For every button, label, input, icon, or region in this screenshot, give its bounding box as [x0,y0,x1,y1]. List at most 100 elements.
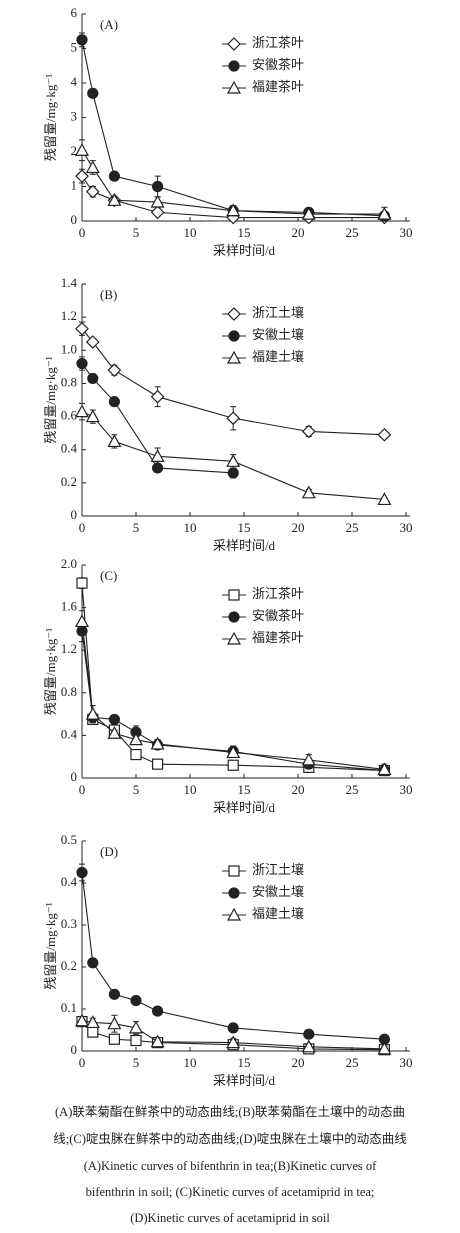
y-tick-label: 0.8 [61,374,77,389]
y-tick-label: 4 [71,74,78,89]
x-tick-label: 10 [184,782,197,797]
legend-label: 福建茶叶 [252,630,304,645]
caption-line: (D)Kinetic curves of acetamiprid in soil [130,1211,330,1225]
legend-marker [228,611,240,623]
y-tick-label: 6 [71,5,78,20]
data-point [76,357,88,370]
data-point [107,434,122,448]
x-tick-label: 25 [346,782,359,797]
panel-label: (A) [100,17,118,32]
data-point [150,1034,165,1048]
y-tick-label: 0.4 [61,726,78,741]
data-point [226,203,241,217]
legend-marker [226,631,242,645]
data-point [377,1041,392,1055]
data-point [85,160,100,174]
data-point [108,170,121,182]
x-axis-label: 采样时间/d [213,1073,276,1088]
data-point [108,988,121,1000]
data-point [377,206,392,220]
x-tick-label: 25 [346,225,359,240]
x-tick-label: 0 [79,520,86,535]
x-tick-label: 10 [184,1055,197,1070]
y-axis-label: 残留量/mg·kg⁻¹ [43,628,58,715]
y-tick-label: 0.4 [61,874,78,889]
x-tick-label: 15 [238,782,251,797]
x-tick-label: 0 [79,1055,86,1070]
data-point [130,1034,142,1047]
y-axis-label: 残留量/mg·kg⁻¹ [43,74,58,161]
legend-marker [227,307,241,321]
data-point [85,335,100,349]
x-tick-label: 30 [400,520,413,535]
y-tick-label: 0.8 [61,684,77,699]
legend-label: 安徽土壤 [252,884,304,899]
y-tick-label: 2.0 [61,556,77,571]
data-point [227,759,239,771]
x-tick-label: 5 [133,520,140,535]
data-point [377,492,392,506]
y-tick-label: 0 [71,1042,78,1057]
data-point [377,762,392,776]
x-tick-label: 5 [133,225,140,240]
data-point [128,732,144,746]
y-tick-label: 1.2 [61,308,77,323]
x-tick-label: 30 [400,1055,413,1070]
legend-marker [227,37,241,51]
data-point [74,1013,90,1027]
series-line [81,583,385,772]
x-tick-label: 25 [346,1055,359,1070]
data-point [74,614,90,628]
data-point [74,143,90,156]
data-point [108,396,121,408]
legend-label: 安徽茶叶 [252,608,304,623]
panel-label: (D) [100,844,118,859]
legend-marker [226,907,242,921]
y-axis-label: 残留量/mg·kg⁻¹ [43,356,58,443]
y-tick-label: 0.5 [61,832,77,847]
data-point [107,193,122,206]
y-tick-label: 0.2 [61,474,77,489]
x-tick-label: 10 [184,520,197,535]
data-point [87,957,99,969]
x-tick-label: 5 [133,782,140,797]
y-tick-label: 0.3 [61,916,77,931]
data-point [85,706,100,720]
data-point [87,372,99,385]
caption-line: (A)联苯菊酯在鲜茶中的动态曲线;(B)联苯菊酯在土壤中的动态曲 [55,1104,405,1119]
legend-label: 福建土壤 [252,906,304,921]
data-point [75,321,89,336]
data-point [301,1039,316,1053]
data-point [107,726,122,739]
data-point [130,994,142,1007]
data-point [301,424,316,439]
x-tick-label: 30 [400,225,413,240]
data-point [128,1020,144,1034]
data-point [85,1015,100,1029]
x-tick-label: 15 [238,225,251,240]
legend-marker [228,330,240,342]
data-point [152,758,164,770]
panel-label: (B) [100,287,117,302]
y-tick-label: 0.1 [61,1000,77,1015]
data-point [150,205,165,220]
y-tick-label: 0.2 [61,958,77,973]
data-point [301,485,316,499]
x-axis-label: 采样时间/d [213,538,276,553]
data-point [303,1028,315,1040]
y-tick-label: 5 [71,39,78,54]
x-tick-label: 20 [292,1055,305,1070]
data-point [74,404,90,418]
caption-line: (A)Kinetic curves of bifenthrin in tea;(… [84,1159,377,1173]
panel-label: (C) [100,568,117,583]
x-tick-label: 0 [79,782,86,797]
legend-label: 浙江茶叶 [252,586,304,601]
x-tick-label: 20 [292,520,305,535]
series-line [81,872,385,1040]
legend-marker [228,60,240,72]
legend-label: 安徽茶叶 [252,57,304,72]
data-point [377,427,392,442]
data-point [87,87,99,99]
